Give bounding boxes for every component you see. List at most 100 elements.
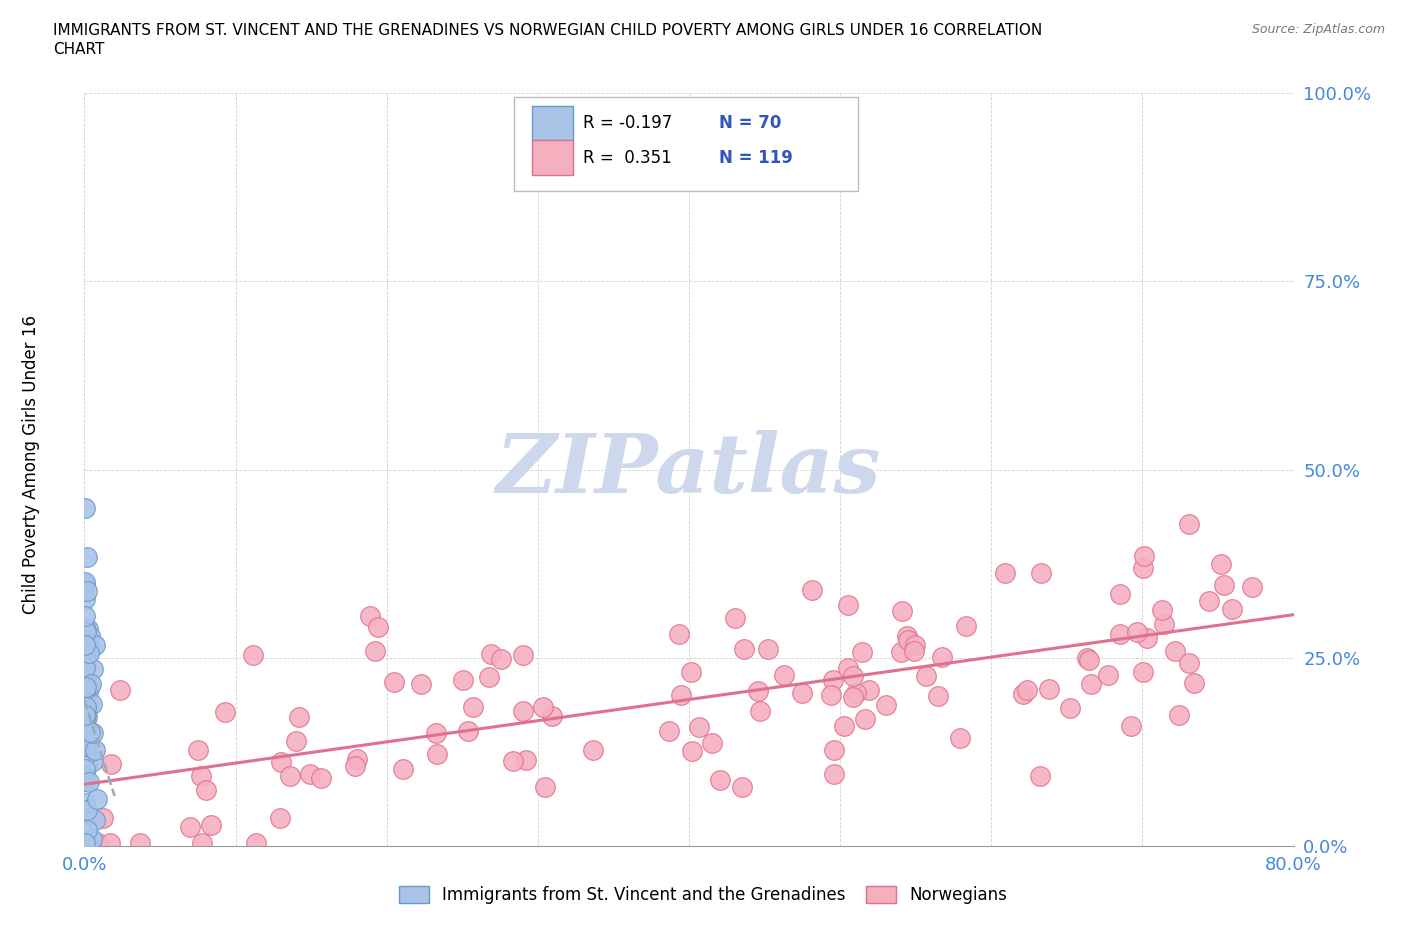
Point — [747, 683, 769, 698]
Point — [773, 668, 796, 683]
Point — [1108, 627, 1130, 642]
Point — [190, 835, 212, 850]
Point — [481, 647, 503, 662]
Point — [75, 674, 97, 689]
Point — [1038, 681, 1060, 696]
Point — [75, 761, 97, 776]
Point — [80, 697, 103, 711]
Point — [79, 629, 101, 644]
Point — [896, 629, 918, 644]
Point — [128, 835, 150, 850]
Point — [382, 674, 405, 689]
Point — [79, 681, 101, 696]
Text: R =  0.351: R = 0.351 — [582, 149, 671, 166]
Point — [269, 811, 291, 826]
Point — [75, 577, 97, 591]
Point — [73, 620, 96, 635]
Point — [451, 673, 474, 688]
Point — [489, 651, 512, 666]
Text: ZIPatlas: ZIPatlas — [496, 430, 882, 510]
Point — [75, 699, 97, 714]
Point — [76, 759, 98, 774]
Point — [1136, 631, 1159, 645]
Point — [73, 835, 96, 850]
Point — [1133, 549, 1156, 564]
Point — [98, 835, 121, 850]
Point — [457, 724, 479, 738]
Point — [73, 683, 96, 698]
Point — [309, 770, 332, 785]
Point — [842, 669, 865, 684]
Point — [75, 636, 97, 651]
Point — [76, 584, 98, 599]
Point — [1108, 587, 1130, 602]
Point — [200, 818, 222, 833]
Point — [367, 620, 389, 635]
Point — [245, 835, 267, 850]
Point — [904, 637, 927, 652]
Point — [73, 762, 96, 777]
Point — [1012, 686, 1035, 701]
Point — [76, 709, 98, 724]
Text: Source: ZipAtlas.com: Source: ZipAtlas.com — [1251, 23, 1385, 36]
Point — [77, 622, 100, 637]
Point — [512, 703, 534, 718]
Point — [75, 835, 97, 850]
Point — [426, 747, 449, 762]
Legend: Immigrants from St. Vincent and the Grenadines, Norwegians: Immigrants from St. Vincent and the Gren… — [392, 879, 1014, 910]
Point — [75, 500, 97, 515]
Point — [1097, 668, 1119, 683]
Point — [77, 733, 100, 748]
Point — [84, 742, 107, 757]
Point — [76, 724, 98, 739]
Point — [76, 823, 98, 838]
Point — [1076, 650, 1098, 665]
Point — [724, 611, 747, 626]
Point — [76, 746, 98, 761]
Point — [80, 676, 103, 691]
Point — [582, 743, 605, 758]
Point — [1220, 602, 1243, 617]
Point — [76, 803, 98, 817]
Point — [1059, 700, 1081, 715]
Point — [73, 711, 96, 725]
Point — [285, 734, 308, 749]
Point — [75, 698, 97, 712]
Point — [461, 699, 484, 714]
Text: R = -0.197: R = -0.197 — [582, 114, 672, 132]
Point — [409, 676, 432, 691]
Point — [534, 780, 557, 795]
Point — [1015, 683, 1038, 698]
Point — [512, 648, 534, 663]
Point — [73, 676, 96, 691]
Point — [73, 795, 96, 810]
Point — [75, 591, 97, 606]
FancyBboxPatch shape — [531, 140, 572, 175]
Point — [82, 661, 104, 676]
Point — [927, 688, 949, 703]
Point — [288, 710, 311, 724]
Point — [1177, 655, 1199, 670]
Point — [842, 690, 865, 705]
Point — [75, 707, 97, 722]
Point — [86, 791, 108, 806]
Point — [73, 574, 96, 589]
Point — [515, 752, 537, 767]
Point — [1119, 719, 1142, 734]
Point — [823, 766, 845, 781]
Point — [214, 704, 236, 719]
Text: N = 119: N = 119 — [720, 149, 793, 166]
Point — [1198, 594, 1220, 609]
Point — [756, 642, 779, 657]
Point — [1132, 664, 1154, 679]
Point — [73, 674, 96, 689]
Point — [1080, 676, 1102, 691]
Point — [76, 698, 98, 713]
Point — [110, 683, 132, 698]
Point — [299, 767, 322, 782]
Point — [891, 604, 914, 619]
Point — [73, 738, 96, 753]
Point — [1182, 675, 1205, 690]
Point — [73, 729, 96, 744]
Point — [679, 665, 702, 680]
